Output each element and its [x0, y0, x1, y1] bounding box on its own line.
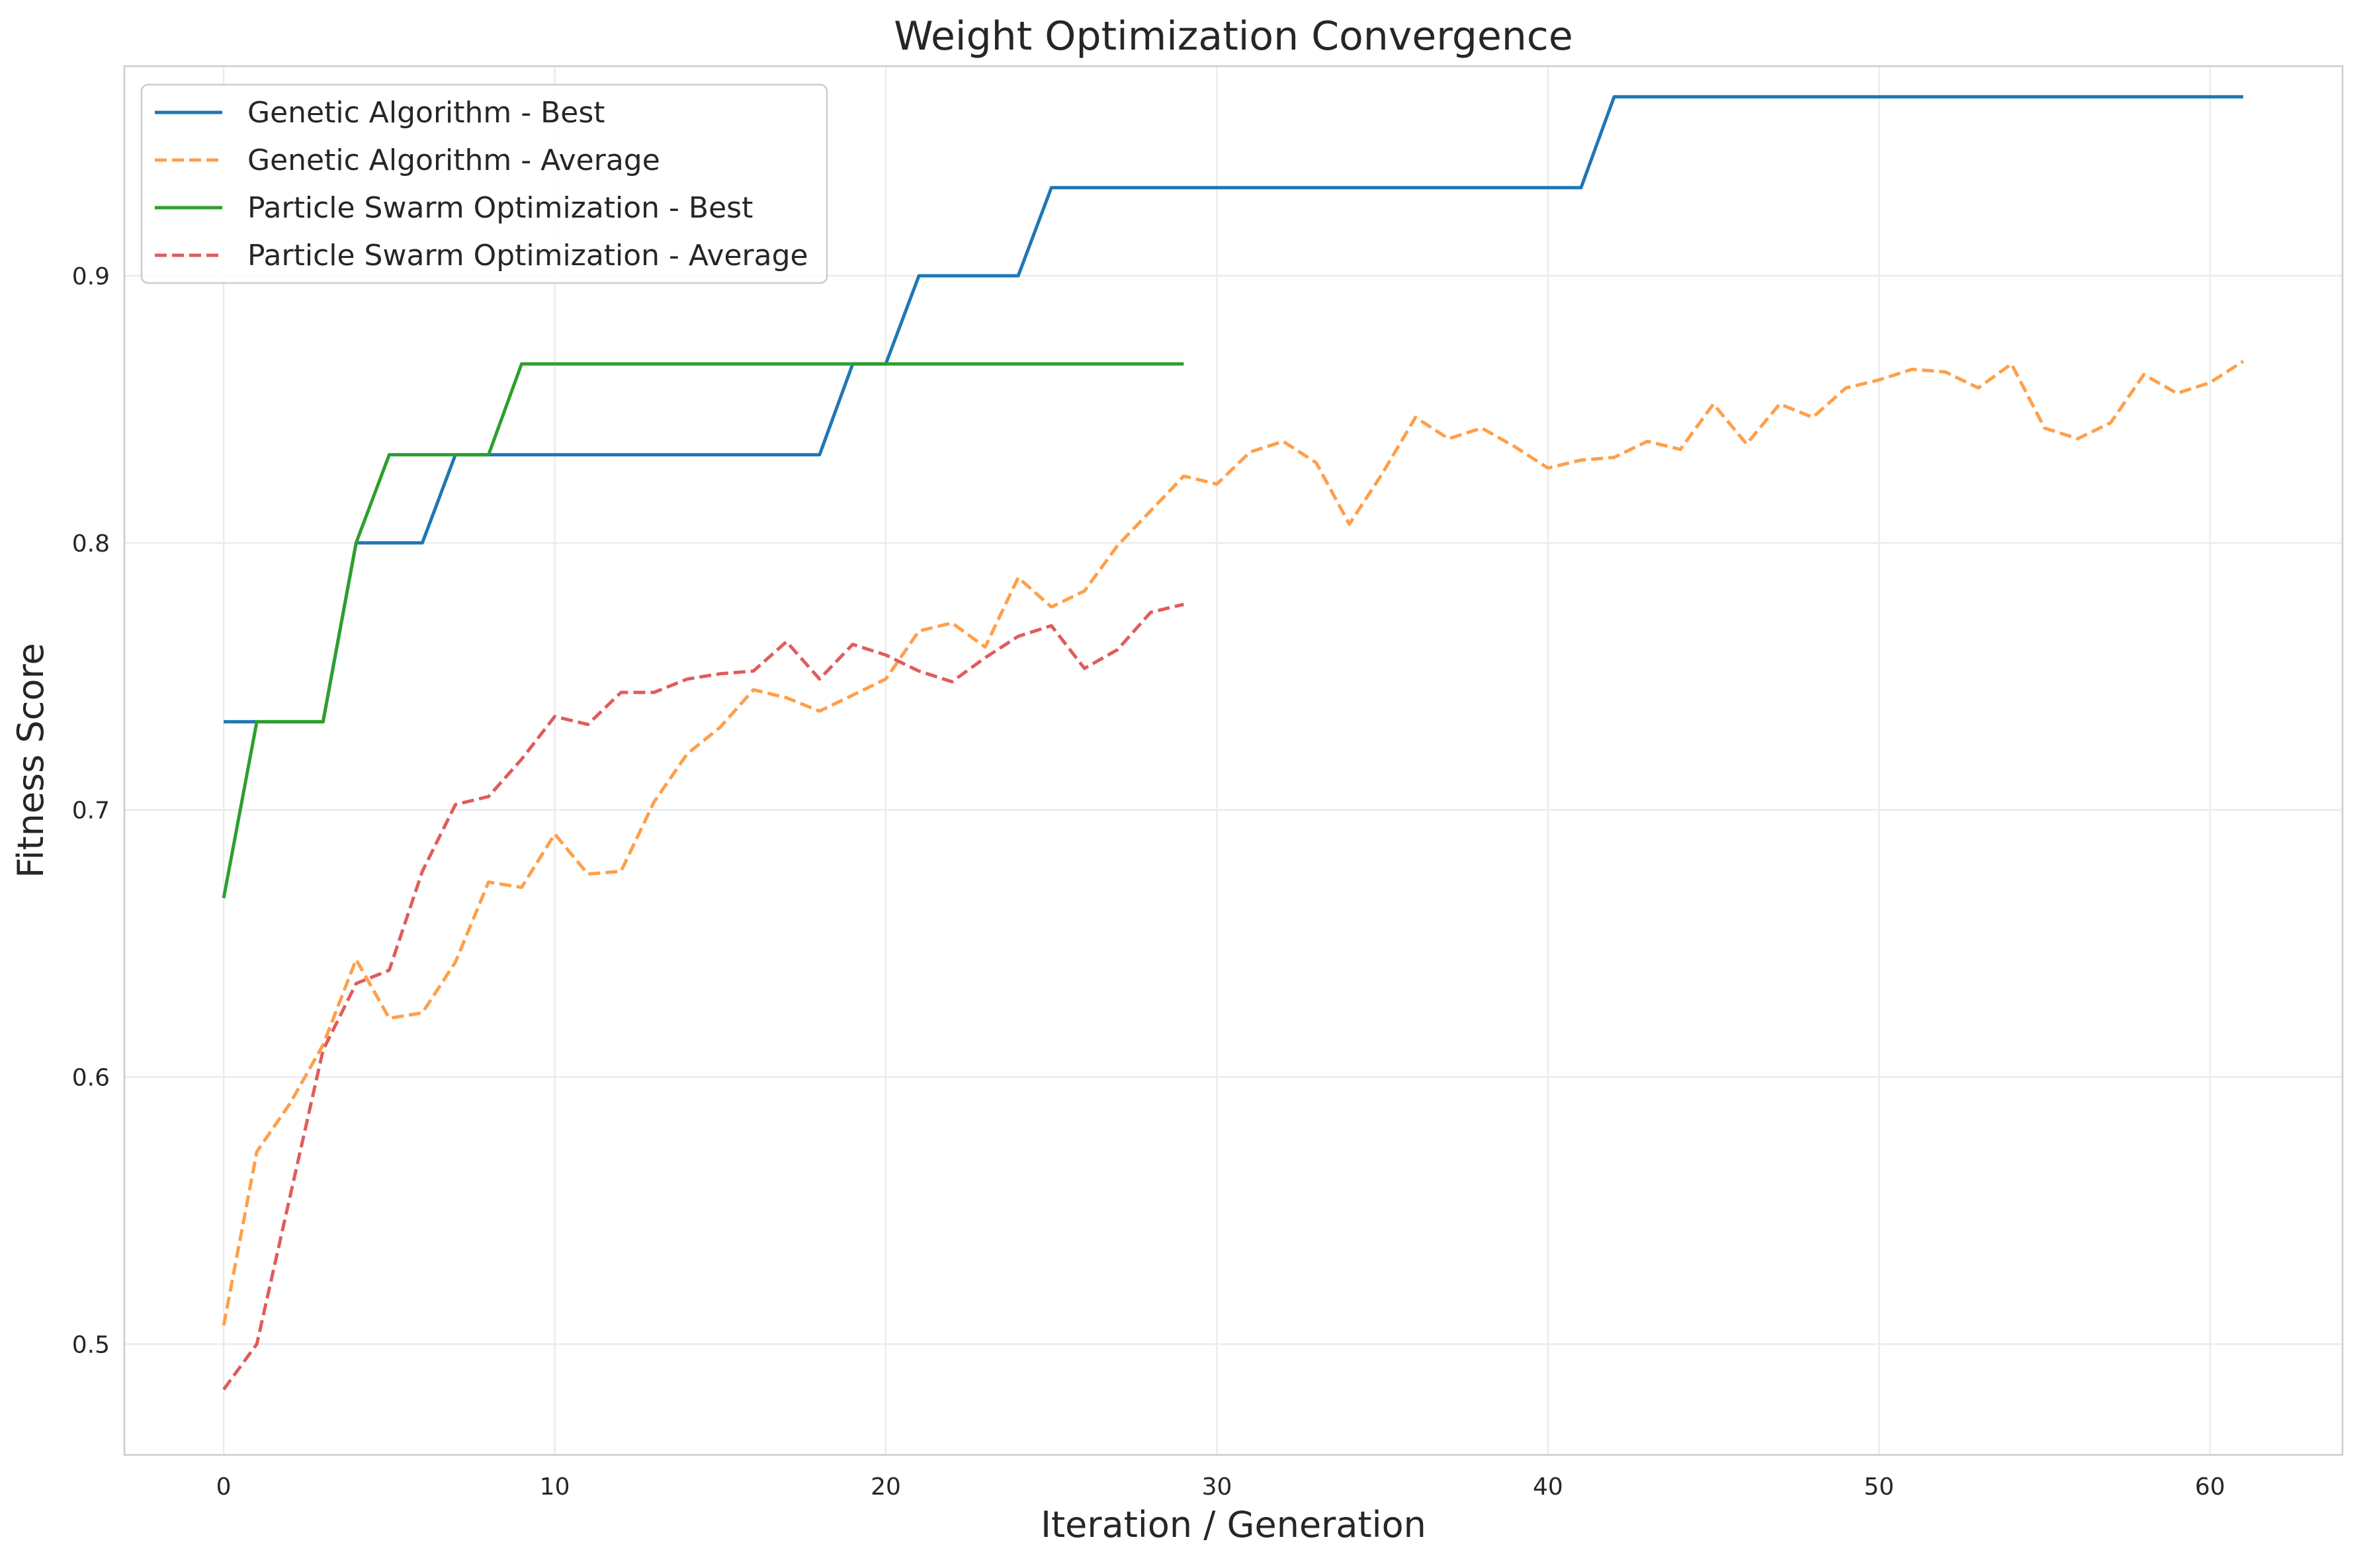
- x-tick-label: 30: [1202, 1473, 1232, 1501]
- grid: [124, 66, 2342, 1455]
- x-tick-label: 10: [540, 1473, 570, 1501]
- y-tick-label: 0.5: [72, 1331, 110, 1358]
- series-layer: [222, 95, 2245, 1391]
- legend-label: Genetic Algorithm - Best: [247, 96, 605, 130]
- x-tick-label: 20: [871, 1473, 901, 1501]
- series-line-2: [222, 360, 2245, 1326]
- series-line-4: [222, 602, 1184, 1391]
- x-tick-label: 50: [1864, 1473, 1894, 1501]
- y-tick-labels: 0.5 0.6 0.7 0.8 0.9: [72, 263, 110, 1358]
- plot-frame: [123, 65, 2344, 1456]
- legend-box: [140, 83, 828, 284]
- y-tick-label: 0.9: [72, 263, 110, 290]
- y-tick-label: 0.8: [72, 530, 110, 557]
- legend-label: Particle Swarm Optimization - Best: [247, 191, 753, 225]
- chart-title: Weight Optimization Convergence: [894, 13, 1573, 60]
- x-tick-labels: 0 10 20 30 40 50 60: [216, 1473, 2225, 1501]
- x-tick-label: 0: [216, 1473, 232, 1501]
- x-tick-label: 60: [2195, 1473, 2225, 1501]
- legend-label: Particle Swarm Optimization - Average: [247, 239, 808, 272]
- series-line-3: [222, 362, 1184, 899]
- x-axis-label: Iteration / Generation: [1041, 1504, 1426, 1546]
- y-tick-label: 0.6: [72, 1065, 110, 1092]
- y-tick-label: 0.7: [72, 798, 110, 825]
- y-axis-label: Fitness Score: [10, 643, 52, 878]
- series-line-1: [224, 95, 2243, 723]
- x-tick-label: 40: [1533, 1473, 1563, 1501]
- legend: Genetic Algorithm - Best Genetic Algorith…: [140, 83, 828, 284]
- legend-label: Genetic Algorithm - Average: [247, 144, 660, 177]
